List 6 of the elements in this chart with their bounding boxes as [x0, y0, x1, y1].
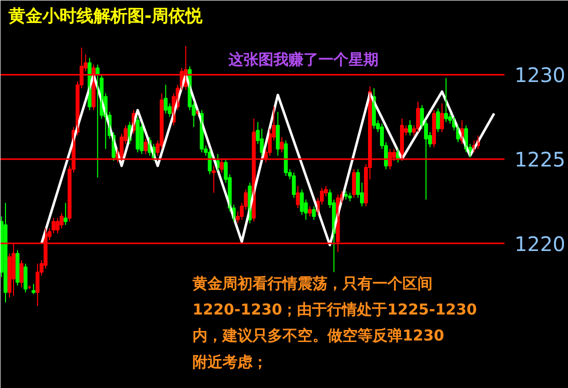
chart-title: 黄金小时线解析图-周依悦 [8, 6, 204, 26]
y-tick-label: 1230 [514, 63, 566, 88]
annotation: 黄金周初看行情震荡，只有一个区间 1220-1230；由于行情处于1225-1230 内，建议只多不空。做空等反弹1230 附近考虑； [192, 274, 477, 371]
y-tick-label: 1220 [514, 232, 566, 256]
y-tick-label: 1225 [514, 148, 566, 172]
annotation: 这张图我赚了一个星期 [228, 50, 378, 68]
